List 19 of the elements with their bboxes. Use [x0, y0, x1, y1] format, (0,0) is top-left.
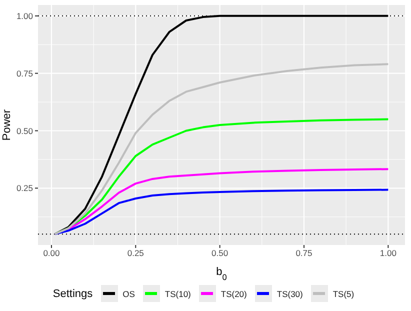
legend-title: Settings: [52, 288, 93, 300]
legend-label: OS: [122, 288, 135, 298]
y-tick-label: 0.75: [16, 68, 34, 78]
y-tick-label: 1.00: [16, 10, 34, 21]
x-tick-label: 0.75: [296, 248, 313, 258]
line-series: [54, 188, 390, 236]
legend-label: TS(30): [276, 288, 303, 298]
x-tick-label: 0.00: [43, 248, 60, 258]
x-axis-title: b$_{0}$: [216, 266, 228, 282]
x-tick-label: 0.50: [212, 248, 228, 258]
legend-label: TS(20): [220, 288, 247, 298]
x-tick-label: 1.00: [380, 248, 397, 258]
y-tick-label: 0.25: [16, 183, 34, 194]
legend-label: TS(10): [164, 288, 191, 298]
legend-label: TS(5): [332, 288, 354, 298]
y-tick-label: 0.50: [16, 126, 34, 136]
x-tick-label: 0.25: [127, 248, 144, 258]
y-axis-title: Power: [1, 109, 13, 141]
line-series: [54, 63, 390, 236]
